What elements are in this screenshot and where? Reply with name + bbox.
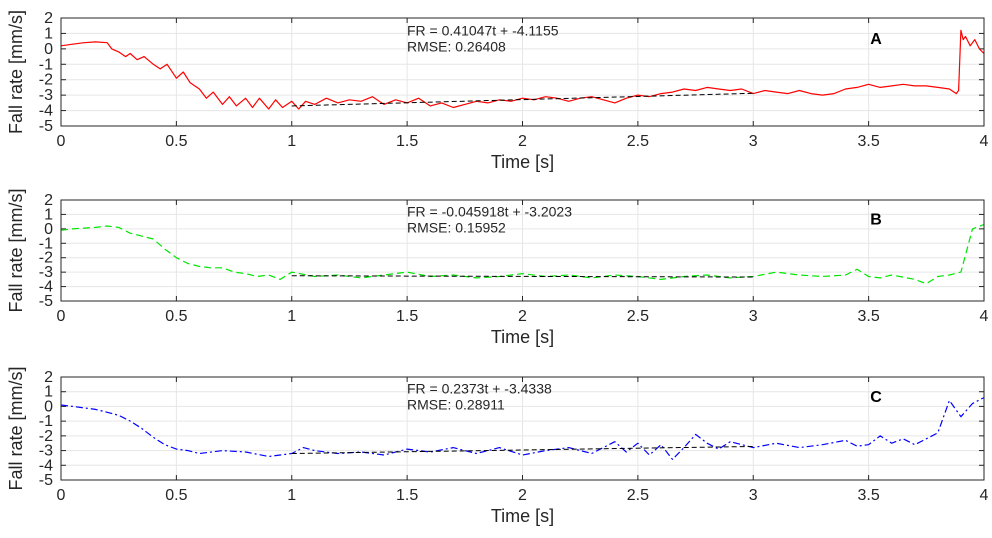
x-tick-label: 3 [749, 487, 758, 504]
y-tick-label: -2 [39, 428, 53, 445]
series-line [60, 397, 985, 460]
x-tick-label: 0.5 [165, 133, 187, 150]
y-tick-label: 0 [44, 398, 53, 415]
x-tick-label: 0 [57, 487, 66, 504]
plot-frame [60, 376, 985, 481]
x-tick-label: 2.5 [627, 308, 649, 325]
x-tick-label: 2.5 [627, 133, 649, 150]
y-tick-label: 2 [44, 192, 53, 209]
x-tick-label: 1 [287, 308, 296, 325]
x-tick-label: 2 [518, 487, 527, 504]
series-line [60, 29, 985, 110]
y-tick-label: -2 [39, 72, 53, 89]
series-line [60, 223, 985, 285]
x-tick-label: 4 [980, 133, 989, 150]
x-tick-label: 4 [980, 487, 989, 504]
y-tick-label: -1 [39, 235, 53, 252]
x-tick-label: 0 [57, 133, 66, 150]
x-tick-label: 0.5 [165, 487, 187, 504]
fit-equation: FR = 0.41047t + -4.1155 [407, 22, 559, 38]
y-tick-label: 1 [44, 384, 53, 401]
panel-label: A [870, 31, 882, 48]
y-tick-label: -1 [39, 56, 53, 73]
x-tick-label: 4 [980, 308, 989, 325]
y-tick-label: -5 [39, 118, 53, 135]
x-tick-label: 2.5 [627, 487, 649, 504]
x-tick-label: 2 [518, 308, 527, 325]
fit-rmse: RMSE: 0.28911 [407, 397, 505, 413]
y-axis-title: Fall rate [mm/s] [6, 188, 26, 312]
x-axis-title: Time [s] [491, 506, 554, 526]
y-tick-label: -2 [39, 250, 53, 267]
x-tick-label: 1.5 [396, 133, 418, 150]
y-tick-label: -5 [39, 472, 53, 489]
x-tick-label: 3.5 [858, 487, 880, 504]
fit-rmse: RMSE: 0.26408 [407, 38, 506, 54]
x-axis-title: Time [s] [491, 327, 554, 347]
x-axis-title: Time [s] [491, 152, 554, 172]
x-tick-label: 1 [287, 133, 296, 150]
y-tick-label: -5 [39, 293, 53, 310]
x-tick-label: 1 [287, 487, 296, 504]
fit-line [291, 275, 754, 278]
x-tick-label: 3 [749, 308, 758, 325]
x-tick-label: 1.5 [396, 487, 418, 504]
y-tick-label: -3 [39, 87, 53, 104]
fit-rmse: RMSE: 0.15952 [407, 219, 506, 235]
panel-label: C [870, 389, 882, 406]
fit-equation: FR = -0.045918t + -3.2023 [407, 203, 572, 219]
x-tick-label: 2 [518, 133, 527, 150]
y-tick-label: -4 [39, 457, 53, 474]
x-tick-label: 1.5 [396, 308, 418, 325]
x-tick-label: 3.5 [858, 308, 880, 325]
fit-equation: FR = 0.2373t + -3.4338 [407, 381, 552, 397]
y-tick-label: 1 [44, 206, 53, 223]
y-tick-label: -3 [39, 264, 53, 281]
x-tick-label: 0.5 [165, 308, 187, 325]
y-tick-label: 1 [44, 25, 53, 42]
y-tick-label: -1 [39, 413, 53, 430]
y-tick-label: 0 [44, 41, 53, 58]
y-axis-title: Fall rate [mm/s] [6, 10, 26, 134]
plot-frame [60, 199, 985, 302]
x-tick-label: 0 [57, 308, 66, 325]
fit-line [291, 92, 754, 107]
y-tick-label: -3 [39, 443, 53, 460]
y-tick-label: 0 [44, 221, 53, 238]
fit-line [291, 445, 754, 455]
y-tick-label: -4 [39, 103, 53, 120]
plot-frame [60, 17, 985, 127]
x-tick-label: 3 [749, 133, 758, 150]
y-tick-label: 2 [44, 369, 53, 386]
y-axis-title: Fall rate [mm/s] [6, 366, 26, 490]
y-tick-label: 2 [44, 10, 53, 27]
y-tick-label: -4 [39, 279, 53, 296]
panel-label: B [870, 212, 882, 229]
x-tick-label: 3.5 [858, 133, 880, 150]
